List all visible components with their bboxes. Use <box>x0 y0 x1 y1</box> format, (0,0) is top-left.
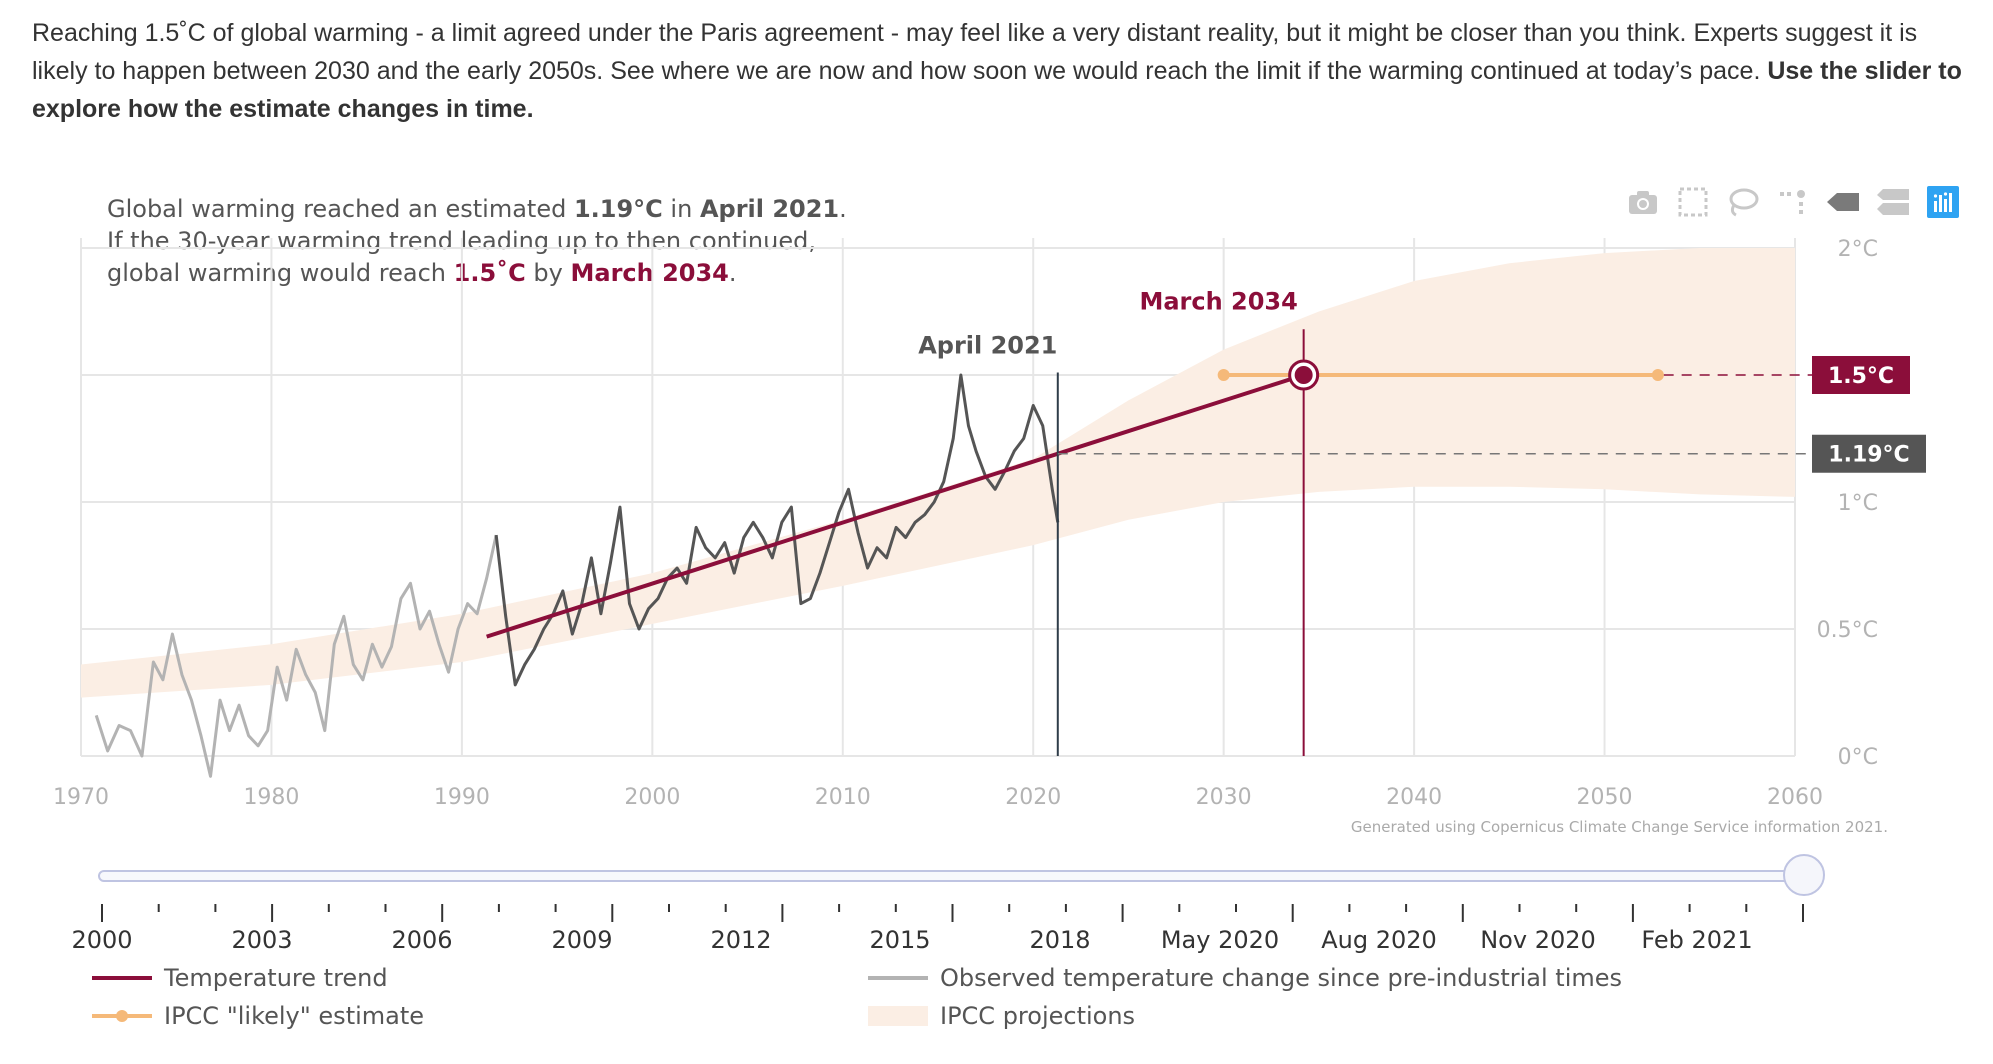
lasso-icon[interactable] <box>1725 184 1761 220</box>
crossing-value-badge: 1.5°C <box>1812 356 1910 394</box>
slider-step-label[interactable]: Feb 2021 <box>1641 926 1753 954</box>
slider-step-labels: 2000 2003 2006 2009 2012 2015 2018 May 2020 Aug … <box>0 926 1993 958</box>
observed-series-early <box>94 534 498 778</box>
x-tick-label: 2030 <box>1196 785 1252 810</box>
slider-step-label[interactable]: 2012 <box>710 926 772 954</box>
crossing-value-badge-bg <box>1812 356 1910 394</box>
camera-icon[interactable] <box>1625 184 1661 220</box>
current-value-badge-text: 1.19°C <box>1828 443 1909 468</box>
x-tick-label: 2050 <box>1577 785 1633 810</box>
intro-text: Reaching 1.5˚C of global warming - a lim… <box>32 19 1962 123</box>
trend-line <box>486 373 1305 639</box>
current-value-badge: 1.19°C <box>1812 434 1926 473</box>
y-tick-label: 0.5°C <box>1817 618 1878 643</box>
legend-label-ipcc: IPCC "likely" estimate <box>164 1002 425 1030</box>
slider-handle[interactable] <box>1783 854 1825 896</box>
plotly-logo-icon[interactable] <box>1925 184 1961 220</box>
chart-modebar <box>1625 184 1961 220</box>
slider-track[interactable] <box>98 870 1814 882</box>
projection-band <box>81 248 1795 698</box>
slider-ticks <box>101 904 1804 922</box>
slider-step-label[interactable]: 2000 <box>71 926 133 954</box>
slider-step-label[interactable]: Nov 2020 <box>1480 926 1596 954</box>
legend-item-projections[interactable]: IPCC projections <box>868 1002 1135 1030</box>
slider-step-label[interactable]: May 2020 <box>1160 926 1280 954</box>
slider-step-label[interactable]: Aug 2020 <box>1321 926 1437 954</box>
current-date-label: April 2021 <box>918 332 1057 360</box>
box-select-icon[interactable] <box>1675 184 1711 220</box>
crossing-marker-dot <box>1294 366 1313 384</box>
ipcc-estimate-start-point <box>1217 369 1230 381</box>
x-tick-label: 1990 <box>434 785 490 810</box>
y-tick-label: 0°C <box>1838 745 1878 770</box>
y-tick-label: 2°C <box>1838 237 1878 262</box>
chart-annotation: Global warming reached an estimated 1.19… <box>107 195 847 287</box>
ipcc-estimate-end-point <box>1651 369 1664 381</box>
observed-series-recent <box>494 373 1060 687</box>
slider-step-label[interactable]: 2009 <box>551 926 613 954</box>
legend-item-ipcc[interactable]: IPCC "likely" estimate <box>92 1002 424 1030</box>
spike-lines-icon[interactable] <box>1775 184 1811 220</box>
x-tick-label: 2040 <box>1386 785 1442 810</box>
x-tick-label: 2020 <box>1005 785 1061 810</box>
y-tick-label: 1°C <box>1838 491 1878 516</box>
crossing-date-label: March 2034 <box>1139 288 1297 316</box>
data-credit: Generated using Copernicus Climate Chang… <box>1350 818 1888 836</box>
slider-step-label[interactable]: 2006 <box>391 926 453 954</box>
slider-step-label[interactable]: 2003 <box>231 926 293 954</box>
time-slider[interactable] <box>95 854 1825 916</box>
chart: April 2021 March 2034 0°C 0.5°C 1°C 2°C 1970 19… <box>53 237 1926 810</box>
legend-label-trend: Temperature trend <box>164 964 388 992</box>
x-tick-label: 1980 <box>243 785 299 810</box>
x-tick-label: 2000 <box>624 785 680 810</box>
hover-closest-icon[interactable] <box>1825 184 1861 220</box>
legend-item-trend[interactable]: Temperature trend <box>92 964 388 992</box>
slider-step-label[interactable]: 2015 <box>869 926 931 954</box>
x-tick-label: 2060 <box>1767 785 1823 810</box>
intro-instruction: Use the slider to explore how the estima… <box>32 57 1962 123</box>
legend-item-observed[interactable]: Observed temperature change since pre-in… <box>868 964 1622 992</box>
legend-label-projections: IPCC projections <box>940 1002 1136 1030</box>
current-value-badge-bg <box>1812 434 1926 473</box>
x-tick-label: 1970 <box>53 785 109 810</box>
x-tick-label: 2010 <box>815 785 871 810</box>
hover-compare-icon[interactable] <box>1875 184 1911 220</box>
crossing-value-badge-text: 1.5°C <box>1828 364 1894 389</box>
slider-step-label[interactable]: 2018 <box>1029 926 1091 954</box>
legend-label-observed: Observed temperature change since pre-in… <box>940 964 1623 992</box>
